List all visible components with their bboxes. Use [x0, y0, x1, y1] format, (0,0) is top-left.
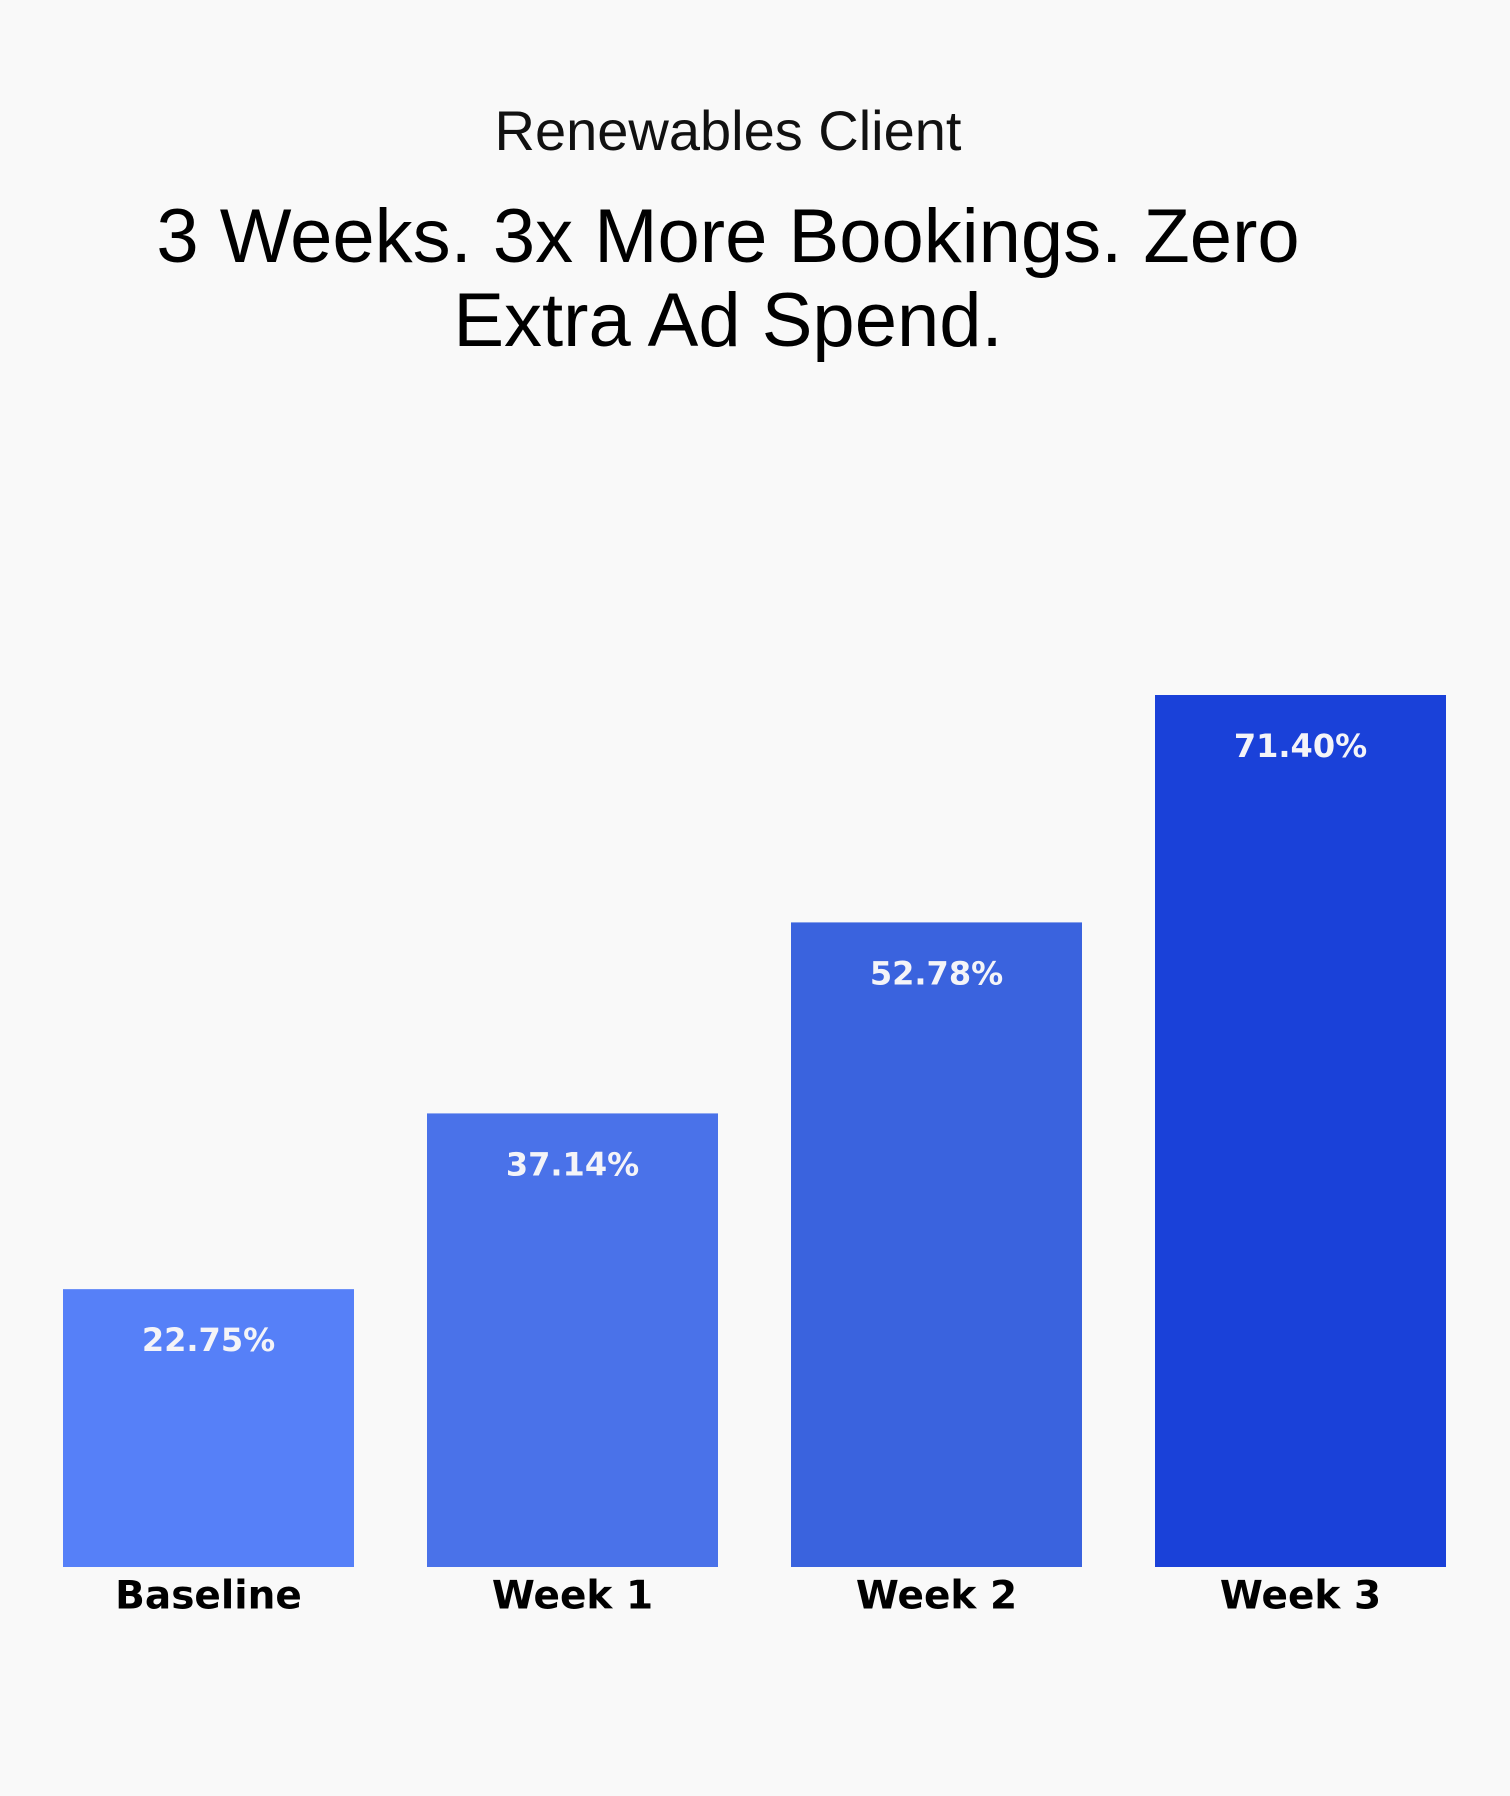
value-label: 71.40% — [1234, 727, 1367, 765]
x-tick-label: Week 1 — [492, 1574, 653, 1619]
value-label: 22.75% — [142, 1321, 275, 1359]
bar — [63, 1289, 354, 1567]
chart-subtitle: Renewables Client — [494, 99, 962, 162]
bar — [1155, 695, 1446, 1567]
value-label: 52.78% — [870, 954, 1003, 992]
bar — [791, 922, 1082, 1567]
x-tick-label: Baseline — [115, 1574, 302, 1619]
x-tick-label: Week 2 — [856, 1574, 1017, 1619]
x-tick-label: Week 3 — [1220, 1574, 1381, 1619]
bar — [427, 1113, 718, 1567]
value-label: 37.14% — [506, 1145, 639, 1183]
chart-title: 3 Weeks. 3x More Bookings. Zero Extra Ad… — [156, 194, 1300, 363]
